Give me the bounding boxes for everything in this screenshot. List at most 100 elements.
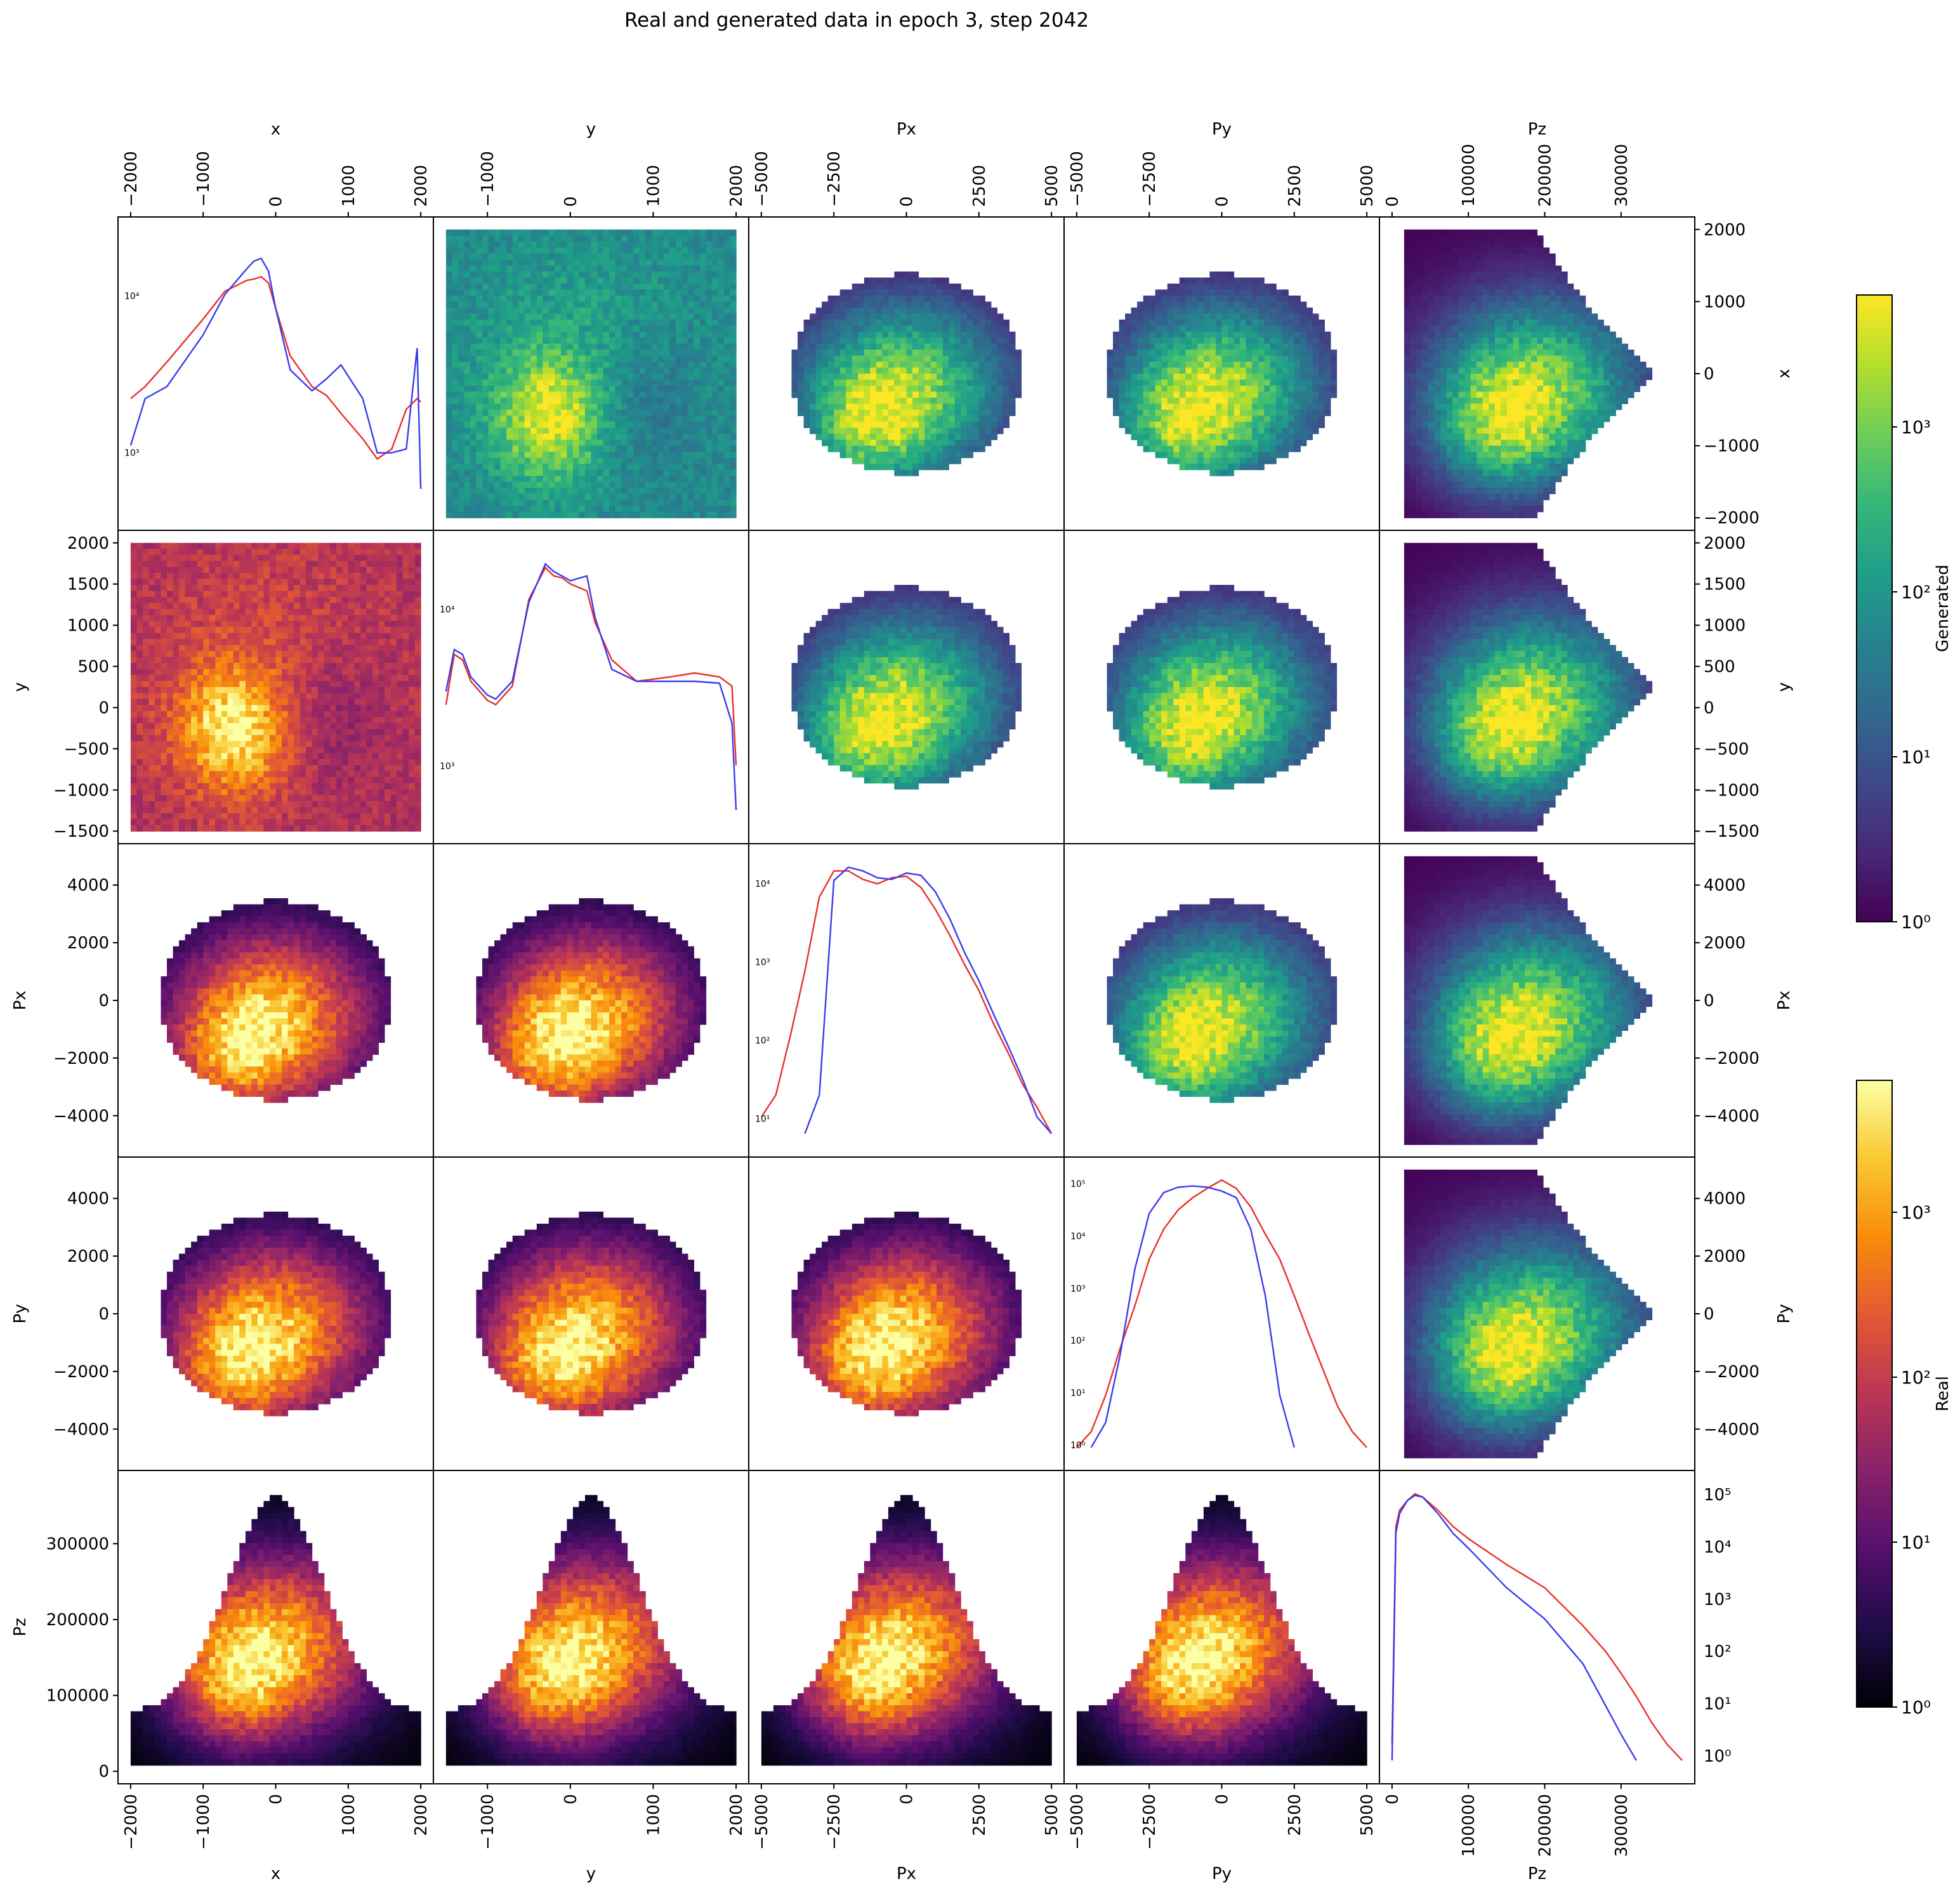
colorbar-tick-label: 10³ bbox=[1901, 417, 1931, 438]
bottom-xtick-label-Pz: 300000 bbox=[1612, 1794, 1631, 1857]
right-ytick-label-Px: 2000 bbox=[1704, 934, 1746, 953]
top-axis-label-Pz: Pz bbox=[1528, 120, 1546, 139]
right-ytick-label-Px: −4000 bbox=[1704, 1107, 1759, 1126]
top-xtick-label-x: 0 bbox=[267, 196, 286, 207]
top-xtick-label-Px: 0 bbox=[898, 196, 917, 207]
figure-title: Real and generated data in epoch 3, step… bbox=[0, 9, 1713, 32]
top-axis-label-Py: Py bbox=[1212, 120, 1232, 139]
panel-frame-x-x bbox=[118, 217, 433, 530]
top-xtick-label-x: −1000 bbox=[194, 151, 213, 207]
right-ytick-label-x: 2000 bbox=[1704, 221, 1746, 240]
heatmap-Py-vs-Pz bbox=[1077, 1495, 1367, 1766]
diag-ytick-Pz: 10² bbox=[1704, 1642, 1732, 1661]
bottom-xtick-label-Px: 5000 bbox=[1042, 1794, 1062, 1836]
right-axis-label-Px: Px bbox=[1775, 990, 1794, 1010]
histogram-real-Px bbox=[761, 871, 1051, 1134]
top-xtick-label-Py: −5000 bbox=[1068, 151, 1087, 207]
bottom-axis-label-Pz: Pz bbox=[1528, 1864, 1546, 1883]
top-xtick-label-Pz: 0 bbox=[1383, 196, 1402, 207]
heatmap-Pz-vs-x bbox=[1404, 230, 1652, 518]
heatmap-y-vs-Pz bbox=[446, 1495, 737, 1766]
top-axis-label-y: y bbox=[586, 120, 596, 139]
colorbar-generated bbox=[1857, 295, 1892, 922]
colorbar-tick-label: 10¹ bbox=[1901, 747, 1931, 768]
diag-ytick-y: 10⁴ bbox=[440, 605, 455, 615]
diag-ytick-y: 10³ bbox=[440, 762, 454, 772]
bottom-xtick-label-Px: −2500 bbox=[825, 1794, 844, 1850]
left-ytick-label-Px: 2000 bbox=[67, 934, 109, 953]
diag-ytick-x: 10⁴ bbox=[124, 292, 140, 302]
diag-ytick-Py: 10⁴ bbox=[1070, 1232, 1086, 1242]
top-xtick-label-x: 2000 bbox=[412, 165, 431, 207]
bottom-axis-label-Py: Py bbox=[1212, 1864, 1232, 1883]
bottom-xtick-label-Pz: 0 bbox=[1383, 1794, 1402, 1805]
bottom-xtick-label-Pz: 200000 bbox=[1536, 1794, 1555, 1857]
right-ytick-label-Py: 0 bbox=[1704, 1305, 1714, 1324]
diag-ytick-x: 10³ bbox=[124, 448, 139, 459]
top-xtick-label-Px: −5000 bbox=[753, 151, 772, 207]
histogram-generated-y bbox=[446, 564, 736, 810]
bottom-xtick-label-Px: 2500 bbox=[970, 1794, 989, 1836]
right-ytick-label-y: −500 bbox=[1704, 740, 1749, 759]
bottom-xtick-label-Py: −2500 bbox=[1140, 1794, 1159, 1850]
panel-frame-Px-Px bbox=[749, 844, 1064, 1157]
colorbar-label-generated: Generated bbox=[1933, 565, 1952, 652]
left-ytick-label-Px: 0 bbox=[98, 992, 109, 1011]
heatmap-x-vs-Py bbox=[161, 1212, 391, 1417]
left-axis-label-y: y bbox=[11, 682, 30, 691]
top-xtick-label-y: −1000 bbox=[478, 151, 497, 207]
left-ytick-label-y: 1000 bbox=[67, 617, 109, 636]
top-axis-label-x: x bbox=[271, 120, 280, 139]
panel-frame-Pz-Pz bbox=[1379, 1470, 1695, 1784]
heatmap-Px-vs-y bbox=[792, 585, 1022, 790]
bottom-xtick-label-x: 1000 bbox=[339, 1794, 358, 1836]
left-ytick-label-Pz: 300000 bbox=[46, 1535, 109, 1554]
left-ytick-label-Pz: 200000 bbox=[46, 1611, 109, 1630]
right-ytick-label-Px: 4000 bbox=[1704, 876, 1746, 895]
right-ytick-label-y: 0 bbox=[1704, 698, 1714, 717]
top-xtick-label-Pz: 200000 bbox=[1536, 144, 1555, 207]
heatmap-Pz-vs-y bbox=[1404, 543, 1652, 832]
top-xtick-label-Py: −2500 bbox=[1140, 151, 1159, 207]
colorbar-real bbox=[1857, 1080, 1892, 1707]
left-ytick-label-y: −1000 bbox=[53, 781, 109, 800]
diag-ytick-Pz: 10⁰ bbox=[1704, 1747, 1732, 1766]
bottom-xtick-label-y: 2000 bbox=[727, 1794, 746, 1836]
diag-ytick-Px: 10³ bbox=[755, 957, 770, 967]
right-ytick-label-Py: 4000 bbox=[1704, 1189, 1746, 1208]
right-ytick-label-Py: −4000 bbox=[1704, 1420, 1759, 1439]
left-axis-label-Px: Px bbox=[11, 990, 30, 1010]
bottom-xtick-label-Py: 0 bbox=[1213, 1794, 1232, 1805]
right-axis-label-Py: Py bbox=[1775, 1304, 1794, 1323]
heatmap-x-vs-Px bbox=[161, 898, 391, 1103]
top-xtick-label-y: 2000 bbox=[727, 165, 746, 207]
diag-ytick-Pz: 10⁵ bbox=[1704, 1486, 1732, 1505]
bottom-axis-label-x: x bbox=[271, 1864, 280, 1883]
left-ytick-label-Py: −2000 bbox=[53, 1363, 109, 1382]
heatmap-Px-vs-x bbox=[792, 272, 1022, 476]
left-ytick-label-Py: −4000 bbox=[53, 1420, 109, 1439]
diag-ytick-Px: 10¹ bbox=[755, 1114, 770, 1124]
colorbar-tick-label: 10² bbox=[1901, 1367, 1931, 1388]
bottom-xtick-label-y: −1000 bbox=[478, 1794, 497, 1850]
heatmap-Py-vs-Px bbox=[1107, 898, 1338, 1103]
histogram-generated-Py bbox=[1091, 1186, 1294, 1448]
right-ytick-label-y: 1000 bbox=[1704, 617, 1746, 636]
left-ytick-label-y: −1500 bbox=[53, 822, 109, 841]
colorbar-tick-label: 10⁰ bbox=[1901, 912, 1931, 933]
heatmap-y-vs-x bbox=[446, 230, 737, 518]
colorbar-label-real: Real bbox=[1933, 1376, 1952, 1411]
top-xtick-label-Py: 5000 bbox=[1358, 165, 1377, 207]
right-ytick-label-y: −1500 bbox=[1704, 822, 1759, 841]
left-ytick-label-Py: 0 bbox=[98, 1305, 109, 1324]
histogram-real-Pz bbox=[1392, 1494, 1682, 1760]
right-ytick-label-Py: −2000 bbox=[1704, 1363, 1759, 1382]
top-axis-label-Px: Px bbox=[897, 120, 916, 139]
top-xtick-label-y: 1000 bbox=[644, 165, 663, 207]
left-axis-label-Pz: Pz bbox=[11, 1618, 30, 1636]
right-ytick-label-y: 2000 bbox=[1704, 534, 1746, 553]
left-ytick-label-Py: 4000 bbox=[67, 1189, 109, 1208]
histogram-real-x bbox=[131, 277, 421, 459]
